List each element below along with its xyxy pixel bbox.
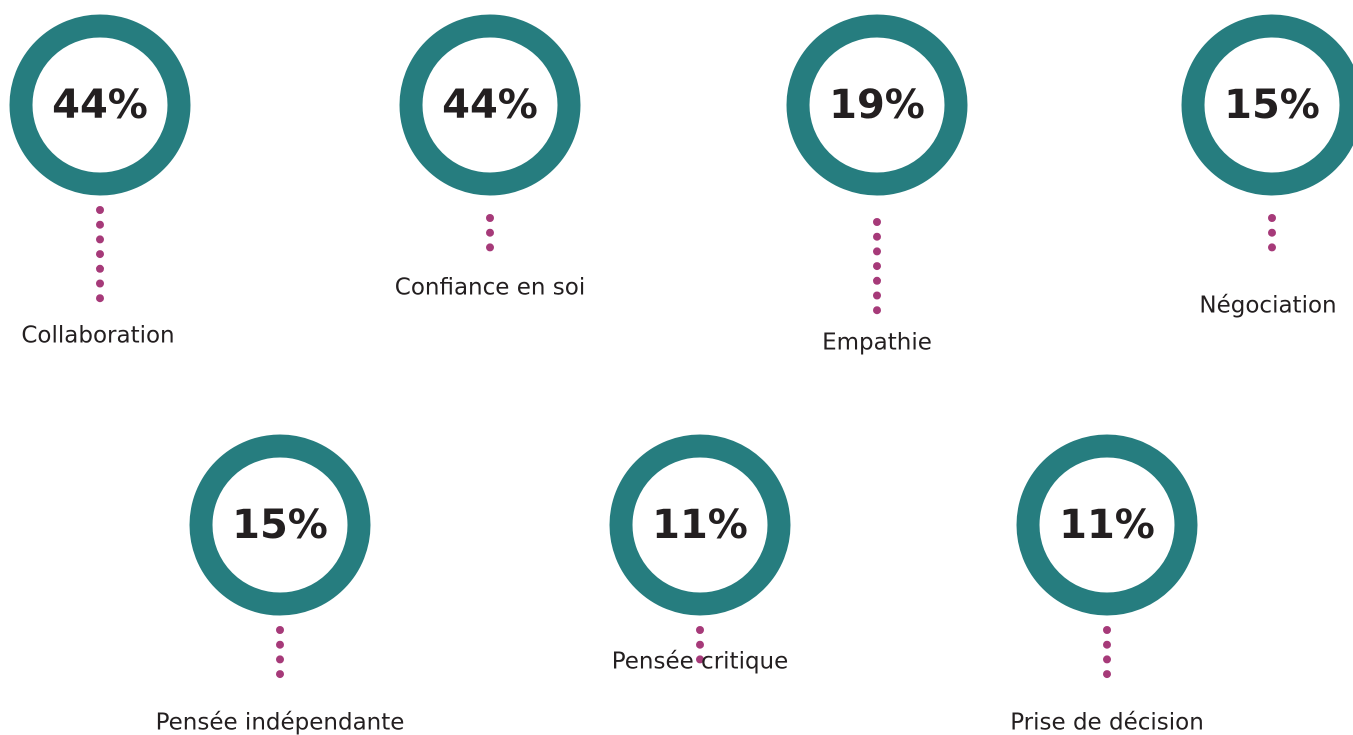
connector-dot [873,262,881,271]
connector-dot [486,243,494,252]
connector-dot [486,214,494,222]
connector-dot [276,626,284,634]
skill-item: 11% Pensée critique [609,434,791,675]
percentage: 19% [829,82,925,128]
skill-label: Confiance en soi [395,275,585,301]
skill-item: 44% Collaboration [9,14,191,349]
connector-dot [873,276,881,285]
connector-dot [1268,228,1276,237]
skill-label: Prise de décision [1010,710,1204,735]
skill-label: Collaboration [21,323,174,349]
connector-dot [1103,670,1111,679]
skill-label: Pensée indépendante [156,710,405,735]
connector-dot [276,640,284,649]
skill-item: 19% Empathie [786,14,968,356]
connector-dot [96,279,104,288]
connector-dot [96,235,104,244]
connector-dot [1268,214,1276,222]
percentage: 44% [442,82,538,128]
connector-dot [696,655,704,664]
percentage: 44% [52,82,148,128]
connector-dot [873,232,881,241]
connector-dot [276,670,284,679]
skill-label: Pensée critique [612,649,789,675]
connector-dot [696,640,704,649]
percentage: 15% [232,502,328,548]
connector-dot [96,220,104,229]
connector-dot [1103,655,1111,664]
connector-dot [696,626,704,634]
connector-dot [1103,626,1111,634]
connector-dot [96,250,104,259]
connector-dot [873,218,881,226]
connector-dot [873,306,881,315]
ring [609,434,791,616]
connector-dot [1103,640,1111,649]
ring [1181,14,1353,196]
connector-dot [1268,243,1276,252]
connector-dot [276,655,284,664]
connector-dot [96,294,104,303]
connector-dot [873,291,881,300]
skill-item: 44% Confiance en soi [395,14,585,301]
ring [9,14,191,196]
skill-label: Empathie [822,330,932,356]
percentage: 11% [652,502,748,548]
skill-item: 11% Prise de décision [1010,434,1204,735]
skill-item: 15% Négociation [1181,14,1353,319]
skill-label: Négociation [1199,293,1336,319]
percentage: 15% [1224,82,1320,128]
ring [786,14,968,196]
connector-dot [96,206,104,214]
ring [189,434,371,616]
connector-dot [873,247,881,256]
ring [399,14,581,196]
connector-dot [96,264,104,273]
ring [1016,434,1198,616]
percentage: 11% [1059,502,1155,548]
skill-item: 15% Pensée indépendante [156,434,405,735]
connector-dot [486,228,494,237]
